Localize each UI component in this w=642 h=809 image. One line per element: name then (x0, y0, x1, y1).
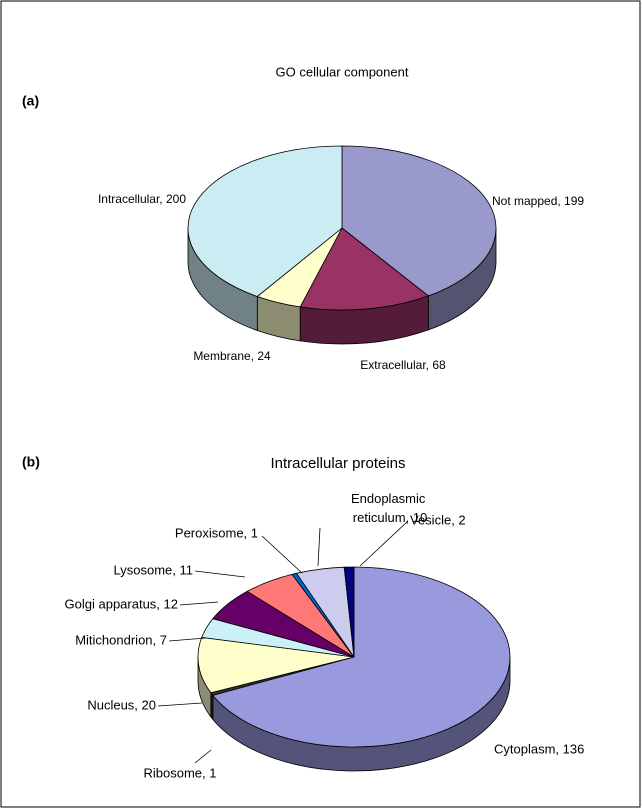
slice (299, 227, 430, 311)
slice-label: Membrane, 24 (193, 349, 271, 363)
slice-label: Intracellular, 200 (98, 192, 186, 206)
slice-label: Vesicle, 2 (410, 512, 466, 527)
chart-title: Intracellular proteins (270, 455, 405, 472)
leader-line (261, 535, 303, 574)
slice-label: Ribosome, 1 (144, 765, 217, 780)
leader-line (168, 637, 207, 642)
slice (197, 636, 355, 694)
leader-line (157, 702, 203, 707)
slice-label: Cytoplasm, 136 (494, 741, 584, 756)
chart-title: GO cellular component (276, 64, 409, 79)
slice-label: Mitichondrion, 7 (75, 632, 167, 647)
slice-label: Not mapped, 199 (492, 194, 584, 208)
leader-line (179, 601, 219, 606)
slice-label: Nucleus, 20 (87, 697, 156, 712)
leader-line (194, 570, 246, 578)
slice (341, 145, 497, 297)
slice (343, 566, 355, 658)
leader-line (359, 520, 409, 567)
slice-label: Peroxisome, 1 (175, 525, 258, 540)
leader-line (194, 749, 212, 764)
panel-label: (b) (22, 454, 40, 470)
slice (187, 145, 343, 297)
slice-label: Extracellular, 68 (360, 358, 446, 372)
slice-label: Endoplasmic reticulum, 10 (351, 491, 429, 525)
slice-label: Golgi apparatus, 12 (65, 596, 178, 611)
leader-line (317, 527, 321, 567)
panel-label: (a) (22, 93, 39, 109)
slice-label: Lysosome, 11 (114, 562, 194, 577)
slice (212, 566, 511, 748)
